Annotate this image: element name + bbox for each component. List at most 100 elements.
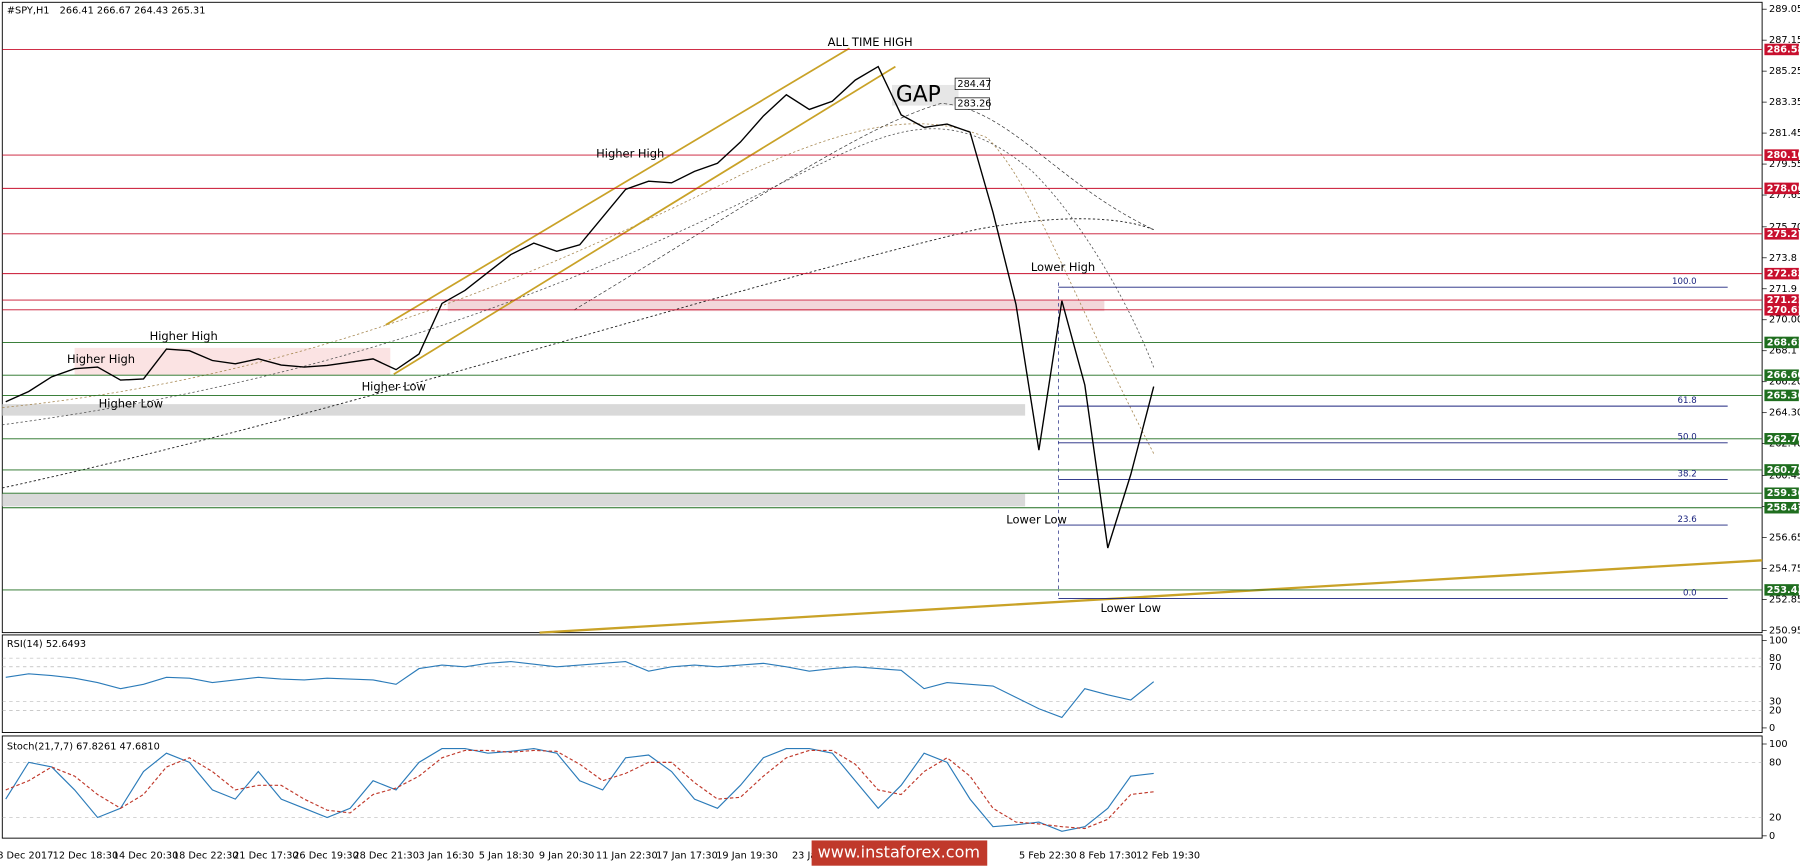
y-tick-label: 250.95 — [1769, 625, 1800, 636]
y-tick-label: 273.8 — [1769, 253, 1797, 264]
y-tick-label: 0 — [1769, 831, 1775, 842]
annotation: Higher Low — [99, 397, 163, 411]
annotation: GAP — [896, 82, 941, 107]
level-label: 260.79 — [1767, 465, 1800, 476]
level-badge — [1764, 43, 1799, 56]
level-badge — [1764, 228, 1799, 240]
ohlc: 266.41 266.67 264.43 265.31 — [60, 5, 206, 16]
y-tick-label: 70 — [1769, 662, 1781, 673]
y-tick-label: 271.9 — [1769, 284, 1797, 295]
symbol: #SPY,H1 — [7, 5, 50, 16]
annotation: Lower High — [1031, 260, 1095, 274]
indicator-line — [5, 748, 1154, 832]
zone — [447, 300, 1105, 312]
gap-label: 284.47 — [957, 79, 991, 90]
level-badge — [1764, 389, 1799, 402]
x-tick-label: 12 Dec 18:30 — [53, 850, 119, 861]
y-tick-label: 268.1 — [1769, 346, 1797, 357]
level-label: 265.36 — [1767, 390, 1800, 401]
level-label: 278.06 — [1767, 183, 1800, 194]
level-label: 286.58 — [1767, 44, 1800, 55]
annotation: ALL TIME HIGH — [828, 35, 913, 49]
y-tick-label: 30 — [1769, 697, 1781, 708]
y-tick-label: 100 — [1769, 636, 1788, 647]
moving-average — [2, 218, 1154, 489]
x-tick-label: 12 Feb 19:30 — [1136, 850, 1200, 861]
y-tick-label: 264.30 — [1769, 408, 1800, 419]
y-tick-label: 281.45 — [1769, 128, 1800, 139]
zone — [2, 493, 1026, 507]
y-tick-label: 80 — [1769, 653, 1781, 664]
annotation: Higher High — [150, 329, 218, 343]
level-label: 280.10 — [1767, 150, 1800, 161]
stoch-title: Stoch(21,7,7) 67.8261 47.6810 — [7, 741, 160, 752]
zone — [2, 404, 1026, 416]
annotation: Higher Low — [362, 379, 426, 393]
y-tick-label: 256.65 — [1769, 532, 1800, 543]
y-tick-label: 277.65 — [1769, 190, 1800, 201]
fib-label: 0.0 — [1683, 588, 1697, 598]
level-badge — [1764, 267, 1799, 280]
level-label: 270.61 — [1767, 305, 1800, 316]
x-tick-label: 23 Jan — [792, 850, 823, 861]
x-tick-label: 19 Jan 19:30 — [716, 850, 778, 861]
level-label: 266.60 — [1767, 370, 1800, 381]
y-tick-label: 20 — [1769, 705, 1781, 716]
x-tick-label: 8 Feb 17:30 — [1079, 850, 1137, 861]
y-tick-label: 254.75 — [1769, 563, 1800, 574]
stoch-frame — [1, 735, 1763, 839]
fib-label: 61.8 — [1678, 396, 1697, 406]
y-tick-label: 275.70 — [1769, 222, 1800, 233]
y-tick-label: 80 — [1769, 757, 1781, 768]
level-badge — [1764, 182, 1799, 195]
indicator-line — [5, 661, 1155, 719]
level-badge — [1764, 149, 1799, 161]
level-badge — [1764, 304, 1799, 316]
rsi-title: RSI(14) 52.6493 — [7, 639, 86, 650]
moving-average — [2, 128, 1155, 426]
fib-label: 23.6 — [1678, 515, 1697, 525]
level-label: 259.36 — [1767, 488, 1800, 499]
annotation: Lower Low — [1100, 601, 1161, 615]
y-tick-label: 252.85 — [1769, 594, 1800, 605]
level-badge — [1764, 501, 1799, 514]
rsi-frame — [1, 634, 1763, 733]
level-badge — [1764, 487, 1799, 499]
gap-box — [954, 97, 990, 110]
watermark-bg — [811, 840, 988, 866]
x-tick-label: 3 Jan 16:30 — [419, 850, 475, 861]
x-tick-label: 18 Dec 22:30 — [173, 850, 239, 861]
level-badge — [1764, 294, 1799, 306]
annotation: Higher High — [67, 352, 135, 366]
y-tick-label: 285.25 — [1769, 66, 1800, 77]
channel-line — [385, 47, 850, 326]
y-tick-label: 279.55 — [1769, 159, 1800, 170]
level-badge — [1764, 369, 1799, 381]
indicator-line — [5, 749, 1154, 830]
y-tick-label: 0 — [1769, 723, 1775, 734]
x-tick-label: 21 Dec 17:30 — [233, 850, 299, 861]
level-label: 268.61 — [1767, 337, 1800, 348]
level-badge — [1764, 433, 1799, 445]
x-tick-label: 8 Dec 2017 — [0, 850, 53, 861]
level-label: 262.70 — [1767, 434, 1800, 445]
level-label: 253.43 — [1767, 585, 1800, 596]
y-tick-label: 289.05 — [1769, 4, 1800, 15]
moving-average — [2, 123, 1155, 454]
x-tick-label: 17 Jan 17:30 — [656, 850, 718, 861]
gap-label: 283.26 — [957, 99, 991, 110]
y-tick-label: 100 — [1769, 739, 1788, 750]
level-label: 271.21 — [1767, 295, 1800, 306]
fib-label: 50.0 — [1678, 433, 1697, 443]
level-badge — [1764, 584, 1799, 596]
x-tick-label: 5 Feb 22:30 — [1019, 850, 1077, 861]
main-frame — [1, 1, 1763, 634]
x-tick-label: 26 Dec 19:30 — [293, 850, 359, 861]
x-tick-label: 14 Dec 20:30 — [113, 850, 179, 861]
level-badge — [1764, 464, 1799, 476]
gap-box — [954, 77, 990, 90]
y-tick-label: 260.45 — [1769, 470, 1800, 481]
y-tick-label: 270.00 — [1769, 315, 1800, 326]
